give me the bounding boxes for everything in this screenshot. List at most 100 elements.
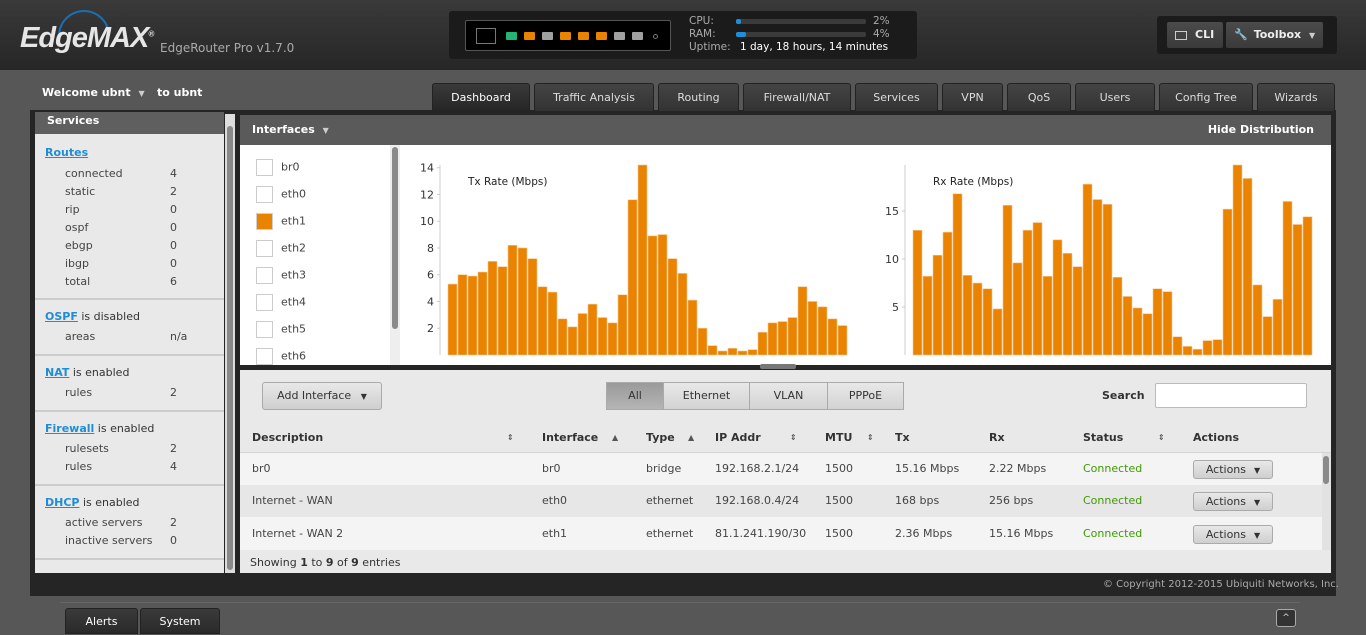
bar[interactable] [827, 318, 838, 356]
actions-button[interactable]: Actions ▼ [1193, 460, 1273, 479]
bar[interactable] [647, 235, 658, 356]
bar[interactable] [1142, 313, 1153, 356]
column-header-type[interactable]: Type ▲ [646, 422, 711, 453]
tab-config-tree[interactable]: Config Tree [1159, 83, 1253, 111]
sort-icon[interactable]: ⇕ [867, 433, 874, 442]
bar[interactable] [1082, 183, 1093, 356]
bar[interactable] [607, 322, 618, 356]
checkbox[interactable] [256, 240, 273, 257]
bar[interactable] [1232, 164, 1243, 356]
actions-button[interactable]: Actions ▼ [1193, 524, 1273, 544]
bar[interactable] [992, 308, 1003, 356]
tab-users[interactable]: Users [1075, 83, 1155, 111]
filter-ethernet[interactable]: Ethernet [663, 382, 750, 410]
bar[interactable] [1272, 299, 1283, 356]
bar[interactable] [1292, 224, 1303, 356]
bar[interactable] [837, 325, 848, 356]
sort-icon[interactable]: ⇕ [790, 433, 797, 442]
bar[interactable] [717, 350, 728, 356]
bar[interactable] [657, 234, 668, 356]
column-header-status[interactable]: Status ⇕ [1083, 422, 1173, 453]
bar[interactable] [597, 317, 608, 356]
bar[interactable] [942, 231, 953, 356]
filter-vlan[interactable]: VLAN [749, 382, 828, 410]
bar[interactable] [497, 266, 508, 356]
bar[interactable] [1072, 266, 1083, 356]
cli-button[interactable]: CLI [1167, 22, 1223, 48]
filter-all[interactable]: All [606, 382, 664, 410]
checkbox[interactable] [256, 321, 273, 338]
search-input[interactable] [1155, 383, 1307, 408]
bar[interactable] [1132, 307, 1143, 356]
bar[interactable] [1012, 262, 1023, 356]
add-interface-button[interactable]: Add Interface ▼ [262, 382, 382, 410]
bar[interactable] [1282, 201, 1293, 356]
bar[interactable] [1302, 216, 1313, 356]
bar[interactable] [467, 275, 478, 356]
tab-vpn[interactable]: VPN [942, 83, 1003, 111]
bar[interactable] [1242, 178, 1253, 356]
expand-up-icon[interactable]: ^ [1276, 609, 1296, 627]
interface-toggle-br0[interactable]: br0 [256, 159, 300, 176]
sort-asc-icon[interactable]: ▲ [612, 433, 619, 442]
bar[interactable] [797, 286, 808, 356]
sort-asc-icon[interactable]: ▲ [688, 433, 695, 442]
bar[interactable] [577, 313, 588, 356]
bar[interactable] [777, 321, 788, 356]
ospf-link[interactable]: OSPF [45, 310, 78, 323]
bar[interactable] [787, 317, 798, 356]
bar[interactable] [1052, 239, 1063, 356]
interface-toggle-eth5[interactable]: eth5 [256, 321, 306, 338]
tab-services[interactable]: Services [855, 83, 938, 111]
bar[interactable] [1192, 348, 1203, 356]
checkbox[interactable] [256, 213, 273, 230]
welcome-menu[interactable]: Welcome ubnt ▼ [42, 86, 145, 99]
nat-link[interactable]: NAT [45, 366, 70, 379]
bar[interactable] [912, 229, 923, 356]
checkbox[interactable] [256, 159, 273, 176]
tab-qos[interactable]: QoS [1007, 83, 1071, 111]
bar[interactable] [767, 322, 778, 356]
tab-wizards[interactable]: Wizards [1257, 83, 1335, 111]
checkbox[interactable] [256, 267, 273, 284]
bar[interactable] [1062, 252, 1073, 356]
table-scrollbar[interactable] [1322, 453, 1331, 550]
bar[interactable] [547, 291, 558, 356]
filter-pppoe[interactable]: PPPoE [827, 382, 904, 410]
sort-icon[interactable]: ⇕ [507, 433, 514, 442]
bar[interactable] [537, 286, 548, 356]
bar[interactable] [637, 164, 648, 356]
bar[interactable] [1262, 316, 1273, 356]
toolbox-button[interactable]: 🔧 Toolbox ▼ [1226, 22, 1323, 48]
bar[interactable] [707, 345, 718, 356]
interface-toggle-eth2[interactable]: eth2 [256, 240, 306, 257]
bar[interactable] [1032, 222, 1043, 356]
bar[interactable] [587, 303, 598, 356]
bar[interactable] [737, 350, 748, 356]
firewall-link[interactable]: Firewall [45, 422, 95, 435]
bar[interactable] [687, 299, 698, 356]
tab-system[interactable]: System [140, 608, 220, 634]
tab-firewall-nat[interactable]: Firewall/NAT [743, 83, 851, 111]
interface-toggle-eth1[interactable]: eth1 [256, 213, 306, 230]
bar[interactable] [1222, 208, 1233, 356]
sidebar-scrollbar[interactable] [225, 114, 235, 573]
bar[interactable] [1172, 336, 1183, 356]
routes-link[interactable]: Routes [45, 146, 89, 159]
bar[interactable] [807, 301, 818, 356]
interface-toggle-eth3[interactable]: eth3 [256, 267, 306, 284]
bar[interactable] [517, 247, 528, 356]
bar[interactable] [617, 294, 628, 356]
bar[interactable] [817, 306, 828, 356]
bar[interactable] [952, 193, 963, 356]
bar[interactable] [747, 349, 758, 356]
dhcp-link[interactable]: DHCP [45, 496, 80, 509]
bar[interactable] [1102, 204, 1113, 356]
bar[interactable] [982, 288, 993, 356]
bar[interactable] [1152, 288, 1163, 356]
tab-alerts[interactable]: Alerts [65, 608, 138, 634]
bar[interactable] [727, 348, 738, 356]
resize-handle[interactable] [760, 364, 796, 369]
interface-toggle-eth4[interactable]: eth4 [256, 294, 306, 311]
bar[interactable] [1182, 346, 1193, 356]
